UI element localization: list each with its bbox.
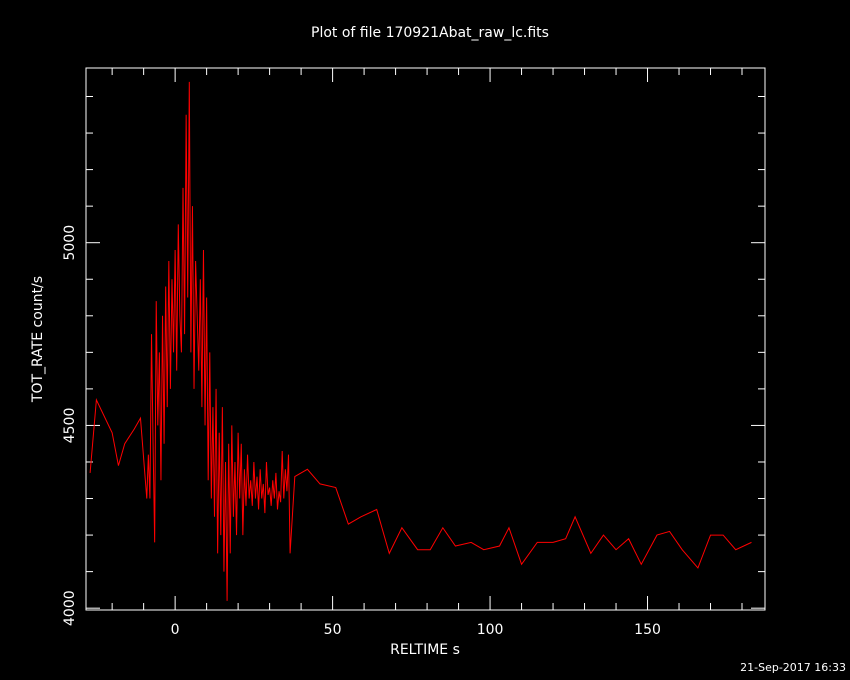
y-axis-label: TOT_RATE count/s [30, 276, 46, 403]
chart-title: Plot of file 170921Abat_raw_lc.fits [311, 25, 549, 41]
light-curve [89, 81, 752, 601]
footer-timestamp: 21-Sep-2017 16:33 [740, 661, 846, 674]
y-tick-label: 4500 [62, 408, 78, 444]
x-tick-label: 0 [171, 622, 180, 638]
x-tick-label: 150 [634, 622, 661, 638]
y-tick-label: 4000 [62, 590, 78, 626]
y-tick-label: 5000 [62, 225, 78, 261]
x-tick-label: 100 [477, 622, 504, 638]
plot-frame [85, 67, 766, 611]
x-tick-label: 50 [324, 622, 342, 638]
x-axis-label: RELTIME s [390, 642, 460, 658]
